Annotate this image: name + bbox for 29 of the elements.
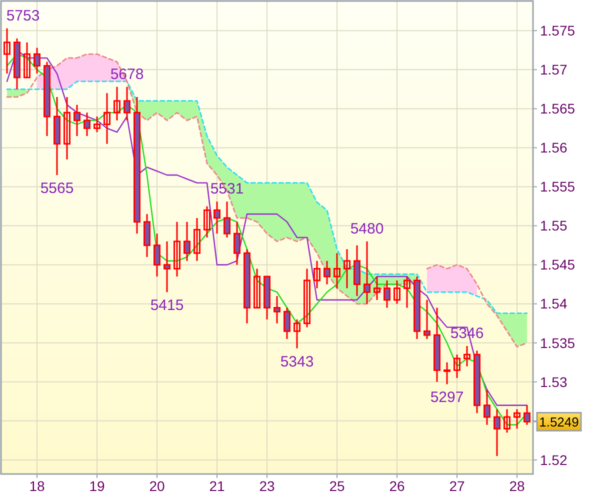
text: 1.5249 [539,414,579,430]
text: 5531 [210,180,244,198]
y-tick-label: 1.535 [540,334,576,351]
y-tick-label: 1.575 [540,22,576,39]
y-tick-label: 1.53 [540,374,568,390]
text: 5343 [280,353,314,370]
y-tick-label: 1.52 [540,452,568,468]
text: 5480 [350,220,384,238]
y-tick-label: 1.565 [540,100,576,117]
y-tick-label: 1.555 [540,178,576,195]
x-tick-label: 19 [89,478,105,494]
text: 5565 [40,180,74,198]
text: 5753 [6,7,40,24]
y-tick-label: 1.55 [540,218,568,234]
y-tick-label: 1.545 [540,256,576,273]
y-tick-label: 1.56 [540,140,568,156]
x-tick-label: 25 [329,478,345,494]
x-tick-label: 23 [259,478,275,494]
x-tick-label: 21 [209,478,225,494]
x-tick-label: 20 [149,478,165,494]
x-tick-label: 27 [449,478,465,494]
text: 5297 [430,389,464,406]
x-tick-label: 26 [389,478,405,494]
y-tick-label: 1.57 [540,62,568,78]
text: 5415 [150,297,184,314]
x-tick-label: 18 [29,478,45,494]
text: 5678 [110,66,144,83]
y-tick-label: 1.54 [540,296,568,312]
x-tick-label: 28 [509,478,525,494]
